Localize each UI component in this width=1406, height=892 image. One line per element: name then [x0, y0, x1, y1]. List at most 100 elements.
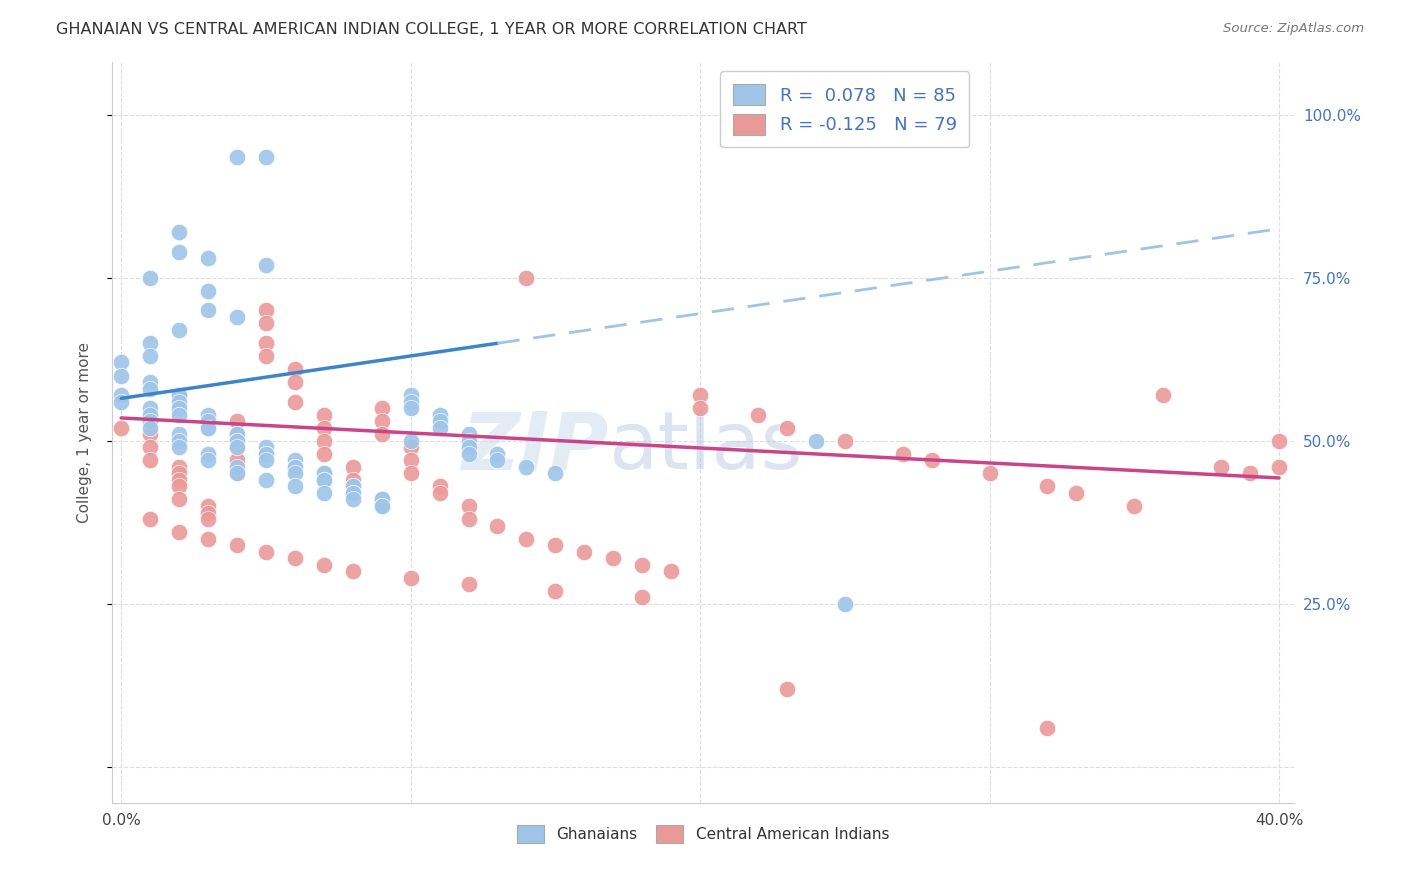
- Point: [486, 453, 509, 467]
- Point: [457, 512, 479, 526]
- Point: [342, 479, 364, 493]
- Point: [370, 414, 392, 428]
- Point: [197, 414, 219, 428]
- Point: [167, 388, 190, 402]
- Point: [429, 414, 451, 428]
- Point: [399, 394, 422, 409]
- Point: [139, 512, 162, 526]
- Point: [429, 486, 451, 500]
- Point: [312, 473, 335, 487]
- Point: [1036, 721, 1059, 735]
- Point: [312, 408, 335, 422]
- Point: [312, 467, 335, 481]
- Point: [197, 512, 219, 526]
- Point: [312, 558, 335, 572]
- Point: [226, 538, 249, 552]
- Point: [197, 421, 219, 435]
- Point: [254, 258, 277, 272]
- Point: [342, 492, 364, 507]
- Point: [254, 303, 277, 318]
- Point: [139, 440, 162, 454]
- Point: [574, 544, 596, 558]
- Point: [776, 681, 799, 696]
- Point: [370, 427, 392, 442]
- Point: [399, 467, 422, 481]
- Point: [110, 394, 132, 409]
- Point: [342, 486, 364, 500]
- Point: [167, 525, 190, 540]
- Point: [226, 427, 249, 442]
- Point: [226, 414, 249, 428]
- Y-axis label: College, 1 year or more: College, 1 year or more: [77, 343, 91, 523]
- Point: [167, 244, 190, 259]
- Point: [1239, 467, 1261, 481]
- Point: [139, 453, 162, 467]
- Point: [197, 499, 219, 513]
- Point: [689, 388, 711, 402]
- Point: [167, 394, 190, 409]
- Point: [284, 362, 307, 376]
- Point: [139, 427, 162, 442]
- Point: [342, 473, 364, 487]
- Point: [689, 401, 711, 416]
- Point: [370, 492, 392, 507]
- Point: [139, 335, 162, 350]
- Point: [486, 518, 509, 533]
- Point: [167, 492, 190, 507]
- Point: [659, 564, 682, 578]
- Point: [167, 440, 190, 454]
- Point: [226, 467, 249, 481]
- Point: [515, 532, 537, 546]
- Point: [139, 382, 162, 396]
- Point: [457, 427, 479, 442]
- Point: [226, 453, 249, 467]
- Point: [399, 440, 422, 454]
- Point: [631, 591, 654, 605]
- Point: [226, 434, 249, 448]
- Point: [139, 375, 162, 389]
- Point: [139, 421, 162, 435]
- Point: [226, 467, 249, 481]
- Point: [429, 408, 451, 422]
- Point: [284, 467, 307, 481]
- Point: [515, 459, 537, 474]
- Point: [544, 538, 567, 552]
- Point: [110, 368, 132, 383]
- Point: [254, 473, 277, 487]
- Point: [197, 453, 219, 467]
- Point: [486, 447, 509, 461]
- Text: GHANAIAN VS CENTRAL AMERICAN INDIAN COLLEGE, 1 YEAR OR MORE CORRELATION CHART: GHANAIAN VS CENTRAL AMERICAN INDIAN COLL…: [56, 22, 807, 37]
- Point: [284, 394, 307, 409]
- Point: [747, 408, 769, 422]
- Point: [167, 388, 190, 402]
- Point: [370, 499, 392, 513]
- Point: [834, 597, 856, 611]
- Point: [312, 421, 335, 435]
- Point: [515, 270, 537, 285]
- Point: [1211, 459, 1233, 474]
- Point: [254, 335, 277, 350]
- Point: [631, 558, 654, 572]
- Point: [834, 434, 856, 448]
- Point: [110, 388, 132, 402]
- Point: [226, 427, 249, 442]
- Point: [167, 408, 190, 422]
- Point: [457, 434, 479, 448]
- Point: [197, 506, 219, 520]
- Point: [284, 459, 307, 474]
- Point: [197, 408, 219, 422]
- Point: [197, 532, 219, 546]
- Point: [110, 421, 132, 435]
- Point: [804, 434, 827, 448]
- Point: [370, 492, 392, 507]
- Point: [284, 375, 307, 389]
- Point: [226, 150, 249, 164]
- Point: [342, 486, 364, 500]
- Point: [1036, 479, 1059, 493]
- Point: [979, 467, 1001, 481]
- Point: [457, 440, 479, 454]
- Point: [370, 401, 392, 416]
- Point: [197, 284, 219, 298]
- Text: atlas: atlas: [609, 409, 803, 486]
- Point: [1066, 486, 1088, 500]
